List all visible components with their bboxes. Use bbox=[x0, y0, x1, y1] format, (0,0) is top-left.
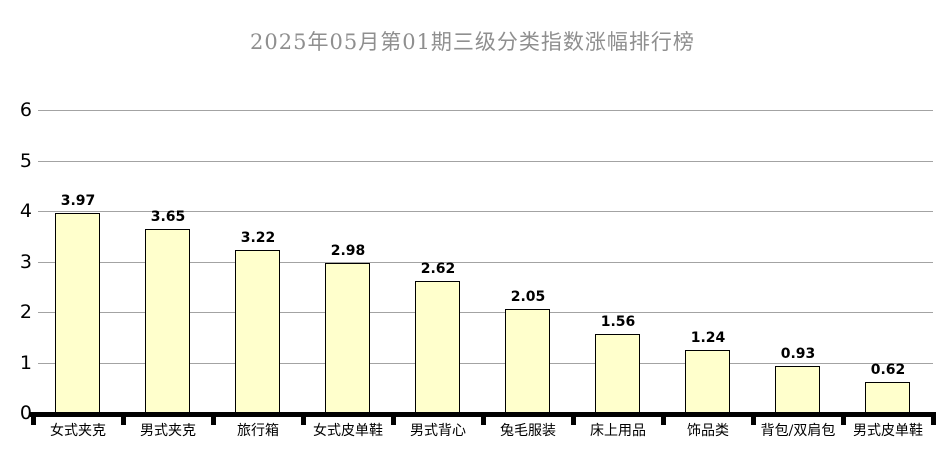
x-axis-tick bbox=[301, 412, 306, 425]
x-axis-tick bbox=[661, 412, 666, 425]
x-axis-tick bbox=[121, 412, 126, 425]
category-label: 旅行箱 bbox=[237, 423, 279, 439]
bar-value-label: 2.98 bbox=[330, 243, 366, 259]
gridline-2 bbox=[38, 312, 933, 313]
bar-value-label: 1.24 bbox=[690, 330, 726, 346]
gridline-3 bbox=[38, 262, 933, 263]
category-label: 饰品类 bbox=[687, 423, 729, 439]
x-axis-tick bbox=[931, 412, 936, 425]
bar-旅行箱 bbox=[235, 250, 280, 413]
x-axis-tick bbox=[211, 412, 216, 425]
bar-value-label: 3.22 bbox=[240, 230, 276, 246]
category-label: 床上用品 bbox=[590, 423, 646, 439]
bar-女式皮单鞋 bbox=[325, 263, 370, 413]
bar-value-label: 2.62 bbox=[420, 261, 456, 277]
x-axis-tick bbox=[571, 412, 576, 425]
category-label: 女式皮单鞋 bbox=[313, 423, 383, 439]
category-label: 女式夹克 bbox=[50, 423, 106, 439]
bar-value-label: 3.97 bbox=[60, 193, 96, 209]
x-axis-line bbox=[30, 412, 936, 417]
y-axis-label-5: 5 bbox=[19, 150, 32, 172]
x-axis-tick bbox=[31, 412, 36, 425]
bar-value-label: 2.05 bbox=[510, 289, 546, 305]
bar-背包/双肩包 bbox=[775, 366, 820, 413]
x-axis-tick bbox=[391, 412, 396, 425]
category-label: 男式夹克 bbox=[140, 423, 196, 439]
x-axis-tick bbox=[481, 412, 486, 425]
bar-女式夹克 bbox=[55, 213, 100, 413]
bar-床上用品 bbox=[595, 334, 640, 413]
bar-男式背心 bbox=[415, 281, 460, 413]
bar-value-label: 1.56 bbox=[600, 314, 636, 330]
y-axis-label-1: 1 bbox=[19, 352, 32, 374]
gridline-6 bbox=[38, 110, 933, 111]
bar-value-label: 3.65 bbox=[150, 209, 186, 225]
y-axis-label-4: 4 bbox=[19, 200, 32, 222]
x-axis-tick bbox=[751, 412, 756, 425]
chart-title: 2025年05月第01期三级分类指数涨幅排行榜 bbox=[250, 30, 695, 54]
category-label: 背包/双肩包 bbox=[760, 423, 836, 439]
category-label: 男式皮单鞋 bbox=[853, 423, 923, 439]
y-axis-label-3: 3 bbox=[19, 251, 32, 273]
y-axis-label-2: 2 bbox=[19, 301, 32, 323]
bar-男式夹克 bbox=[145, 229, 190, 413]
y-axis-label-6: 6 bbox=[19, 99, 32, 121]
category-label: 兔毛服装 bbox=[500, 423, 556, 439]
gridline-1 bbox=[38, 363, 933, 364]
bar-兔毛服装 bbox=[505, 309, 550, 413]
gridline-5 bbox=[38, 161, 933, 162]
bar-value-label: 0.93 bbox=[780, 346, 816, 362]
bar-男式皮单鞋 bbox=[865, 382, 910, 413]
bar-饰品类 bbox=[685, 350, 730, 413]
category-label: 男式背心 bbox=[410, 423, 466, 439]
bar-value-label: 0.62 bbox=[870, 362, 906, 378]
y-axis-label-0: 0 bbox=[19, 402, 32, 424]
x-axis-tick bbox=[841, 412, 846, 425]
gridline-4 bbox=[38, 211, 933, 212]
